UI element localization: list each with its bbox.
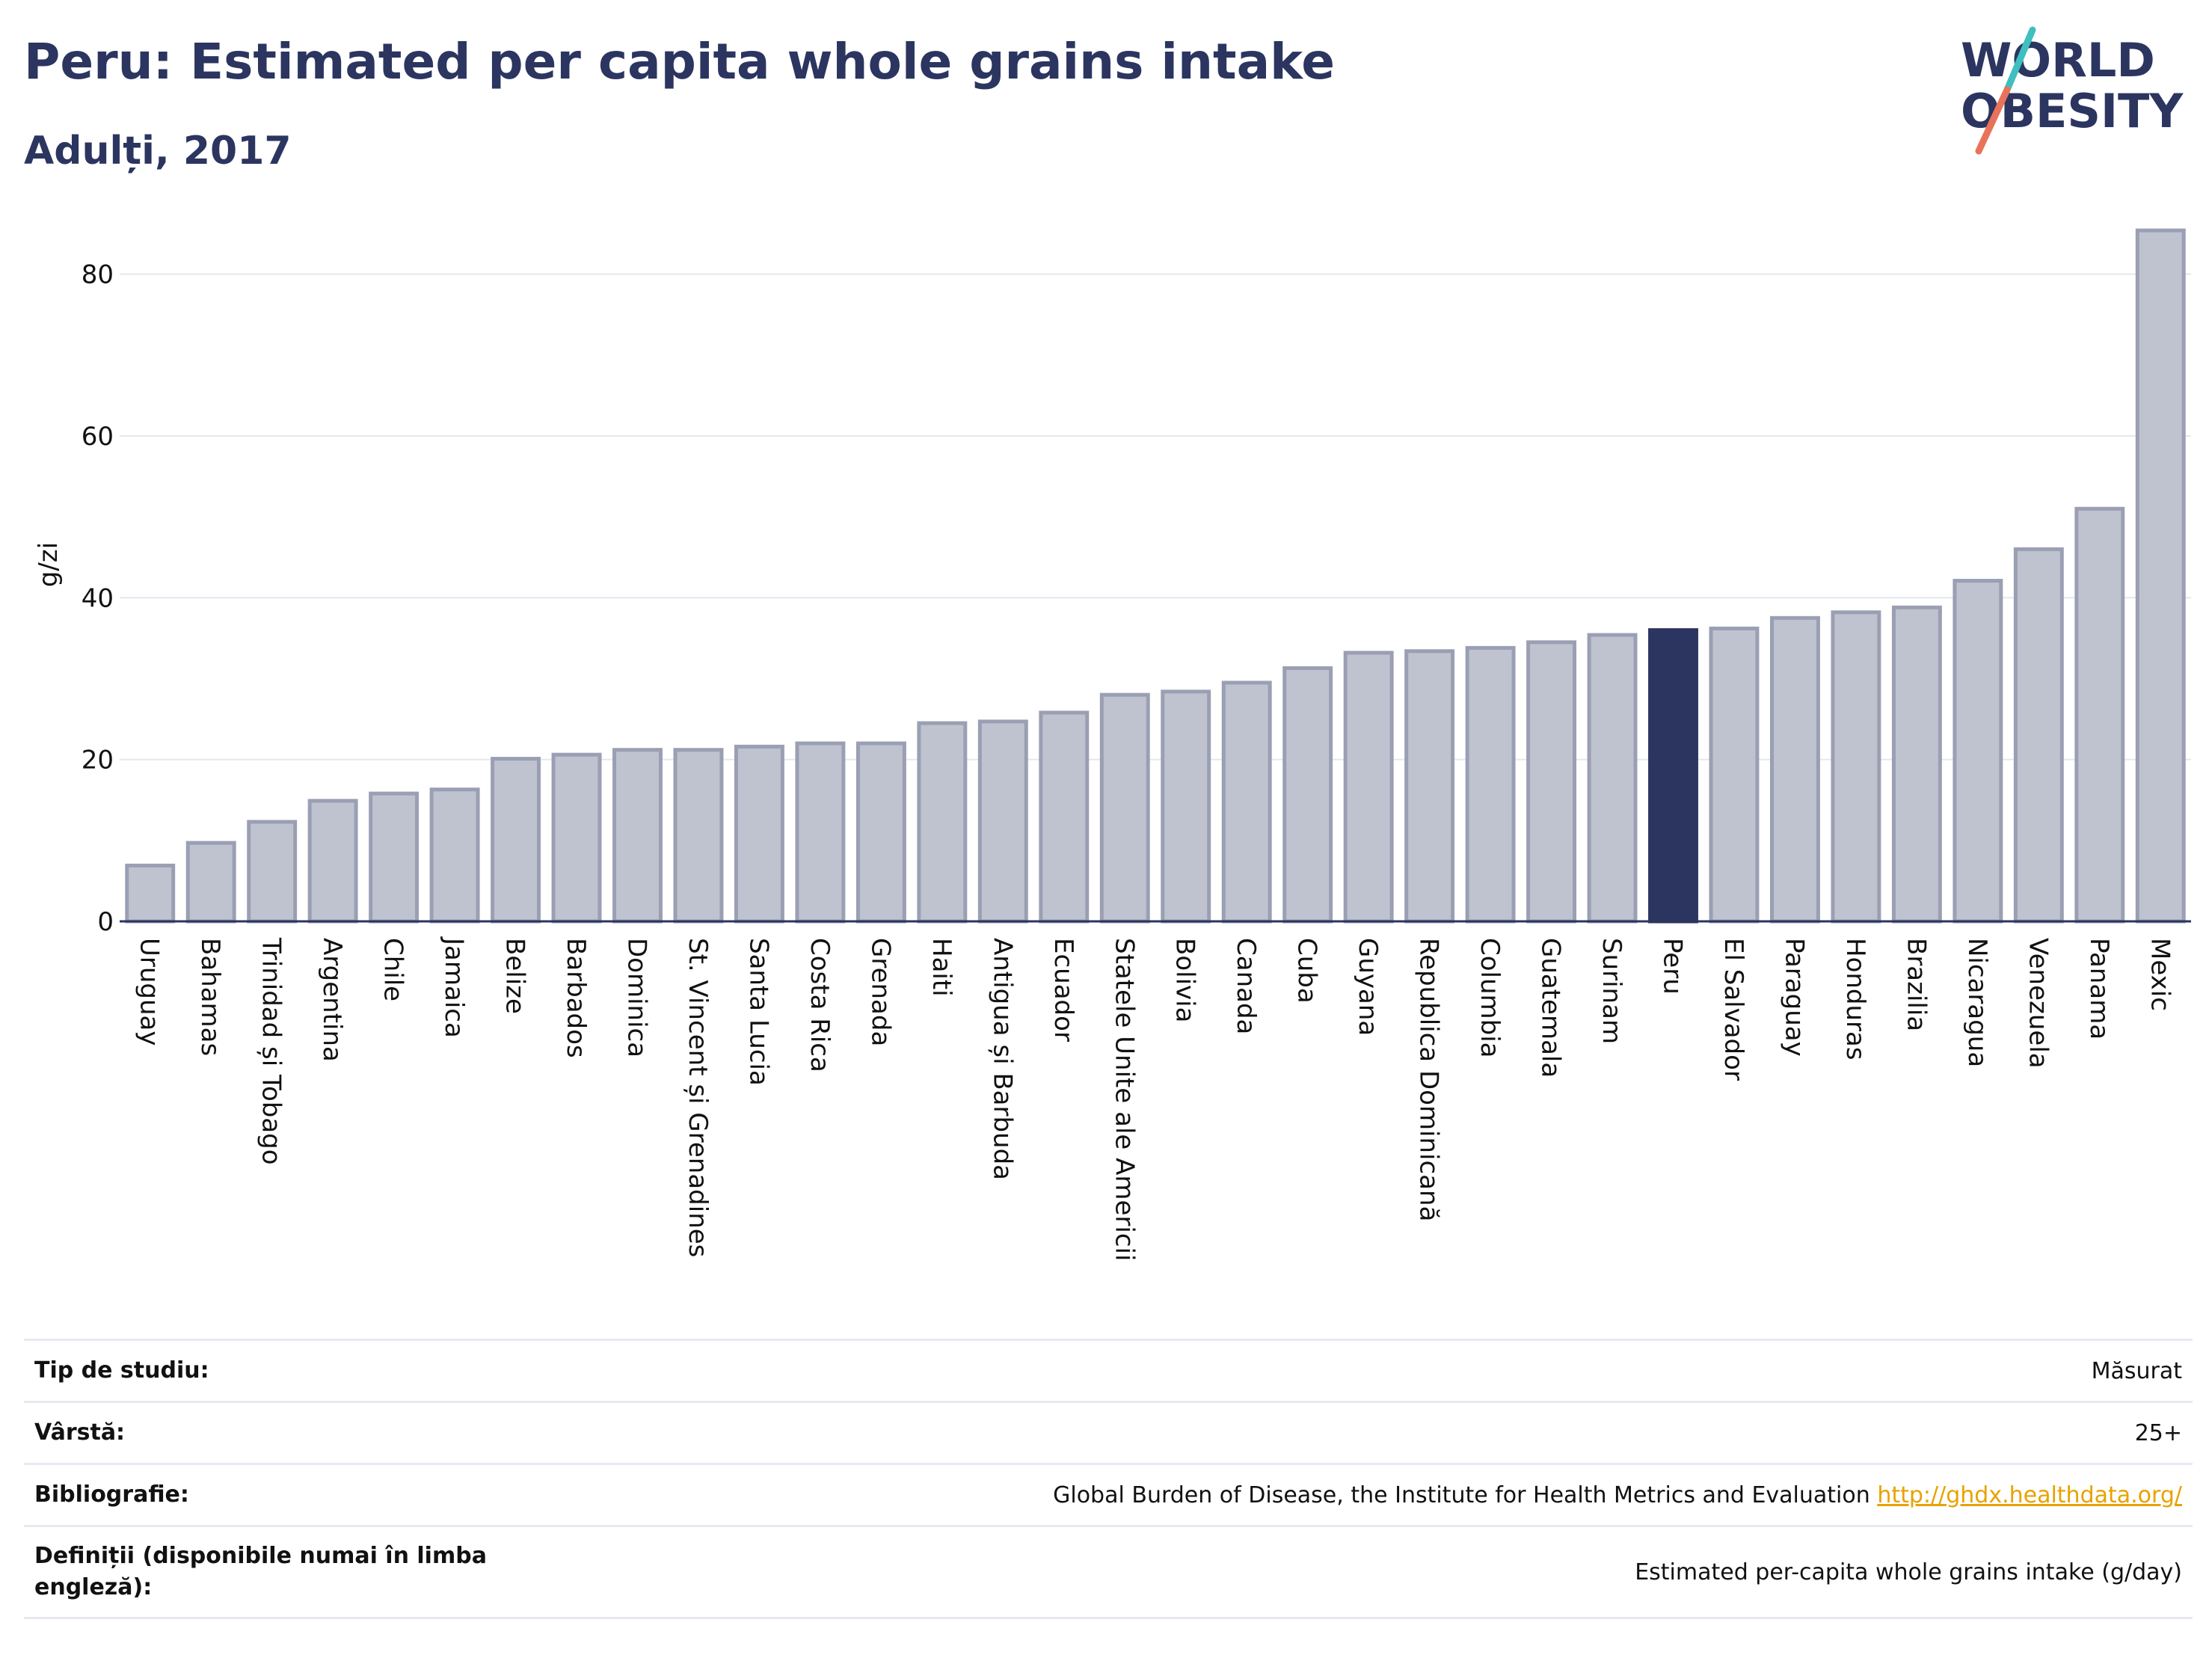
- chart-title: Peru: Estimated per capita whole grains …: [24, 33, 1335, 90]
- info-table: Tip de studiu: Măsurat Vârstă: 25+ Bibli…: [24, 1339, 2193, 1619]
- x-tick-label: Belize: [500, 938, 530, 1014]
- x-tick-label: Dominica: [622, 938, 652, 1057]
- x-tick-label: Venezuela: [2023, 938, 2053, 1069]
- x-tick-label: Chile: [378, 938, 408, 1001]
- x-tick-label: Trinidad și Tobago: [256, 937, 286, 1165]
- x-tick-label: Costa Rica: [805, 938, 835, 1072]
- bibliography-text: Global Burden of Disease, the Institute …: [1053, 1481, 1870, 1508]
- x-tick-label: Uruguay: [135, 938, 165, 1046]
- bars: [125, 228, 2186, 924]
- bar-honduras[interactable]: [1831, 610, 1881, 924]
- x-tick-label: Jamaica: [439, 936, 469, 1038]
- x-tick-label: Cuba: [1292, 938, 1322, 1004]
- bar-cuba[interactable]: [1282, 666, 1333, 924]
- info-row-definitions: Definiții (disponibile numai în limba en…: [24, 1526, 2193, 1618]
- bar-mexic[interactable]: [2135, 228, 2186, 924]
- x-tick-label: Grenada: [865, 938, 895, 1046]
- bar-columbia[interactable]: [1465, 645, 1516, 924]
- world-obesity-logo: WORLD OBESITY: [1961, 26, 2184, 155]
- bar-ecuador[interactable]: [1039, 710, 1090, 924]
- y-axis-ticks: 0 20 40 60 80: [82, 260, 114, 937]
- bar-peru[interactable]: [1648, 628, 1698, 924]
- bar-panama[interactable]: [2074, 506, 2125, 924]
- bar-grenada[interactable]: [855, 741, 906, 924]
- bar-el-salvador[interactable]: [1709, 626, 1760, 924]
- x-tick-label: Santa Lucia: [743, 938, 773, 1086]
- x-tick-label: Columbia: [1475, 938, 1505, 1058]
- x-tick-label: Guyana: [1353, 938, 1383, 1036]
- y-tick-label: 40: [82, 583, 114, 613]
- x-axis-labels: Uruguay Bahamas Trinidad și Tobago Argentin…: [135, 936, 2175, 1261]
- x-tick-label: El Salvador: [1718, 938, 1748, 1081]
- bar-belize[interactable]: [491, 757, 541, 924]
- bar-guyana[interactable]: [1343, 651, 1394, 924]
- logo-slash-coral: [1975, 86, 2011, 155]
- bar-dominica[interactable]: [612, 748, 663, 924]
- bar-bolivia[interactable]: [1161, 690, 1211, 924]
- bar-brazilia[interactable]: [1891, 605, 1942, 924]
- x-tick-label: Statele Unite ale Americii: [1109, 938, 1139, 1261]
- x-tick-label: Brazilia: [1901, 938, 1931, 1031]
- info-row-study-type: Tip de studiu: Măsurat: [24, 1339, 2193, 1402]
- bar-uruguay[interactable]: [125, 863, 176, 924]
- x-tick-label: Ecuador: [1048, 938, 1078, 1042]
- y-tick-label: 20: [82, 746, 114, 776]
- bar-trinidad-i-tobago[interactable]: [247, 820, 298, 924]
- bar-argentina[interactable]: [307, 799, 358, 924]
- bar-santa-lucia[interactable]: [734, 744, 784, 924]
- bar-bahamas[interactable]: [185, 841, 236, 924]
- bar-chile[interactable]: [369, 791, 420, 924]
- x-tick-label: Paraguay: [1779, 938, 1809, 1057]
- logo-text-world: WORLD: [1961, 33, 2155, 87]
- bar-canada[interactable]: [1221, 681, 1272, 924]
- info-label: Tip de studiu:: [34, 1357, 209, 1384]
- info-label: Bibliografie:: [34, 1481, 189, 1508]
- x-tick-label: Panama: [2084, 938, 2114, 1040]
- info-label: Definiții (disponibile numai în limba en…: [34, 1543, 487, 1600]
- info-value: Global Burden of Disease, the Institute …: [509, 1464, 2193, 1526]
- x-tick-label: Bahamas: [195, 938, 225, 1056]
- bar-venezuela[interactable]: [2013, 547, 2064, 924]
- x-tick-label: Antigua și Barbuda: [987, 938, 1017, 1180]
- bar-chart: 0 20 40 60 80 g/zi Uruguay Bahamas Trinidad și…: [34, 228, 2191, 1261]
- x-tick-label: Republica Dominicană: [1414, 938, 1444, 1221]
- info-row-bibliography: Bibliografie: Global Burden of Disease, …: [24, 1464, 2193, 1526]
- x-tick-label: Bolivia: [1170, 938, 1200, 1022]
- x-tick-label: Guatemala: [1536, 938, 1566, 1078]
- bar-republica-dominican-[interactable]: [1404, 649, 1455, 924]
- x-tick-label: Peru: [1658, 938, 1688, 995]
- chart-subtitle: Adulți, 2017: [24, 129, 292, 174]
- info-label: Vârstă:: [34, 1419, 126, 1446]
- x-tick-label: Canada: [1231, 938, 1261, 1034]
- x-tick-label: Argentina: [317, 938, 347, 1062]
- y-axis-label: g/zi: [34, 542, 64, 587]
- bar-nicaragua[interactable]: [1953, 579, 2003, 924]
- bar-haiti[interactable]: [917, 721, 968, 924]
- x-tick-label: Surinam: [1597, 938, 1626, 1044]
- x-tick-label: Mexic: [2145, 938, 2175, 1011]
- bar-statele-unite-ale-americii[interactable]: [1099, 693, 1150, 924]
- info-value: 25+: [2134, 1419, 2182, 1446]
- y-tick-label: 60: [82, 422, 114, 452]
- bar-st-vincent-i-grenadines[interactable]: [673, 748, 724, 924]
- y-tick-label: 0: [97, 907, 114, 937]
- x-tick-label: Barbados: [561, 938, 591, 1058]
- x-tick-label: Honduras: [1840, 938, 1870, 1060]
- bar-costa-rica[interactable]: [795, 741, 846, 924]
- bar-guatemala[interactable]: [1526, 640, 1577, 924]
- info-row-age: Vârstă: 25+: [24, 1401, 2193, 1464]
- bar-paraguay[interactable]: [1769, 615, 1820, 924]
- bar-barbados[interactable]: [551, 752, 602, 924]
- x-tick-label: Nicaragua: [1962, 938, 1992, 1067]
- info-value: Măsurat: [2091, 1357, 2182, 1384]
- x-tick-label: St. Vincent și Grenadines: [683, 938, 713, 1257]
- bar-antigua-i-barbuda[interactable]: [977, 719, 1028, 924]
- bibliography-link[interactable]: http://ghdx.healthdata.org/: [1877, 1481, 2182, 1508]
- bar-jamaica[interactable]: [429, 787, 480, 924]
- y-tick-label: 80: [82, 260, 114, 290]
- x-tick-label: Haiti: [927, 938, 956, 997]
- info-value: Estimated per-capita whole grains intake…: [1635, 1559, 2182, 1585]
- bar-surinam[interactable]: [1587, 633, 1638, 924]
- logo-slash-teal: [2003, 26, 2036, 93]
